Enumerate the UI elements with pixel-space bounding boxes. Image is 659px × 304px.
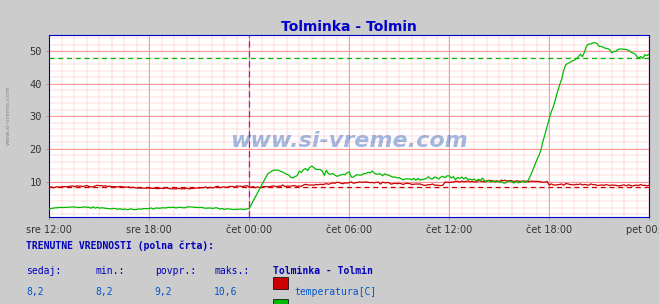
Text: www.si-vreme.com: www.si-vreme.com (6, 86, 11, 145)
Text: min.:: min.: (96, 266, 125, 276)
Text: www.si-vreme.com: www.si-vreme.com (231, 131, 468, 151)
Text: povpr.:: povpr.: (155, 266, 196, 276)
Text: 8,2: 8,2 (26, 287, 44, 297)
Text: TRENUTNE VREDNOSTI (polna črta):: TRENUTNE VREDNOSTI (polna črta): (26, 240, 214, 251)
Title: Tolminka - Tolmin: Tolminka - Tolmin (281, 20, 417, 34)
Text: 10,6: 10,6 (214, 287, 238, 297)
Text: 9,2: 9,2 (155, 287, 173, 297)
Text: 8,2: 8,2 (96, 287, 113, 297)
Text: sedaj:: sedaj: (26, 266, 61, 276)
Text: temperatura[C]: temperatura[C] (295, 287, 377, 297)
Text: Tolminka - Tolmin: Tolminka - Tolmin (273, 266, 374, 276)
Text: maks.:: maks.: (214, 266, 249, 276)
